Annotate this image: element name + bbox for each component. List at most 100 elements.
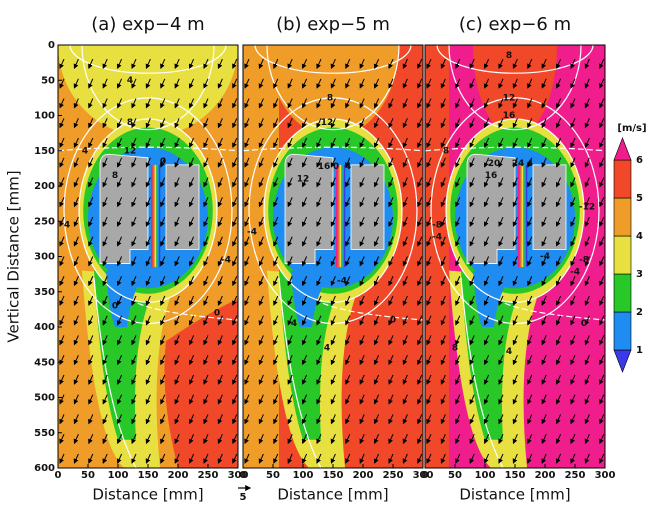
jet [523, 164, 525, 268]
vector-arrow [359, 236, 365, 247]
vector-arrow [217, 295, 223, 306]
vector-arrow [359, 433, 365, 445]
vector-arrow [426, 216, 432, 227]
vector-arrow [188, 197, 195, 208]
vector-arrow [145, 118, 151, 129]
vector-arrow [217, 374, 223, 385]
vector-arrow [440, 177, 446, 188]
x-tick-label: 100 [475, 470, 496, 481]
vector-arrow [555, 315, 562, 326]
vector-arrow [102, 58, 108, 70]
vector-arrow [258, 236, 264, 247]
vector-arrow [258, 315, 264, 326]
vector-arrow [440, 295, 446, 306]
vector-arrow [160, 236, 166, 247]
vector-arrow [512, 414, 518, 425]
vector-arrow [330, 58, 336, 70]
contour-label: 12 [503, 93, 516, 103]
vector-arrow [426, 58, 432, 70]
vector-arrow [287, 453, 293, 464]
vector-arrow [232, 374, 238, 385]
vector-arrow [527, 354, 533, 366]
vector-arrow [316, 197, 322, 208]
building [466, 153, 516, 264]
contour-line [436, 45, 594, 74]
vector-arrow [512, 276, 518, 287]
vector-arrow [160, 118, 166, 129]
vector-arrow [301, 236, 308, 247]
x-tick-label: 250 [198, 470, 219, 481]
vector-arrow [330, 197, 336, 208]
vector-arrow [584, 157, 590, 168]
vector-arrow [217, 197, 223, 208]
colorbar-tick-label: 6 [636, 155, 643, 166]
panel-title: (c) exp−6 m [459, 14, 571, 35]
vector-arrow [402, 157, 408, 168]
vector-arrow [373, 295, 380, 306]
vector-arrow [232, 118, 238, 129]
vector-arrow [188, 177, 195, 188]
vector-arrow [258, 276, 264, 287]
vector-arrow [402, 394, 408, 405]
vector-arrow [570, 335, 576, 346]
vector-arrow [373, 354, 380, 366]
vector-arrow [570, 256, 576, 267]
vector-arrow [232, 276, 238, 287]
vector-arrow [388, 216, 394, 227]
vector-arrow [402, 315, 408, 326]
vector-arrow [426, 118, 432, 129]
vector-arrow [244, 295, 250, 306]
vector-arrow [244, 256, 250, 267]
vector-arrow [541, 236, 547, 247]
vector-arrow [273, 118, 279, 129]
vector-arrow [244, 157, 250, 168]
vector-arrow [244, 453, 250, 464]
jet [520, 164, 522, 268]
vector-arrow [527, 157, 533, 168]
vector-arrow [287, 335, 293, 346]
vector-arrow [116, 197, 123, 208]
panel-title: (a) exp−4 m [91, 14, 204, 35]
vector-arrow [131, 137, 137, 148]
vector-arrow [541, 295, 547, 306]
vector-arrow [244, 414, 250, 425]
vector-arrow [73, 335, 79, 346]
vector-arrow [330, 394, 336, 405]
vector-arrow [359, 137, 365, 148]
vector-arrow [555, 118, 562, 129]
vector-arrow [345, 157, 351, 168]
vector-arrow [203, 453, 209, 464]
vector-arrow [426, 374, 432, 385]
vector-arrow [345, 354, 351, 366]
vector-arrow [426, 335, 432, 346]
vector-arrow [498, 98, 504, 109]
vector-arrow [541, 256, 547, 267]
vector-arrow [345, 98, 351, 109]
vector-arrow [599, 157, 605, 168]
y-tick-label: 350 [34, 287, 55, 298]
vector-arrow [388, 335, 394, 346]
vector-arrow [73, 78, 79, 89]
vector-arrow [188, 98, 195, 109]
vector-arrow [131, 216, 137, 227]
vector-arrow [417, 433, 423, 445]
vector-arrow [244, 433, 250, 445]
vector-arrow [131, 157, 137, 168]
vector-arrow [59, 98, 65, 109]
vector-arrow [73, 256, 79, 267]
vector-arrow [131, 374, 137, 385]
vector-arrow [570, 118, 576, 129]
vector-arrow [232, 335, 238, 346]
vector-arrow [203, 137, 209, 148]
vector-arrow [345, 137, 351, 148]
vector-arrow [59, 236, 65, 247]
vector-arrow [131, 453, 137, 464]
contour-line [254, 45, 412, 74]
vector-arrow [203, 315, 209, 326]
vector-arrow [59, 256, 65, 267]
colorbar-label: [m/s] [617, 123, 646, 134]
vector-arrow [570, 433, 576, 445]
vector-arrow [402, 256, 408, 267]
vector-arrow [455, 335, 461, 346]
field-region [473, 45, 557, 137]
